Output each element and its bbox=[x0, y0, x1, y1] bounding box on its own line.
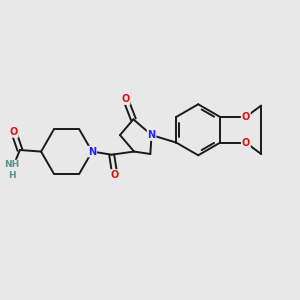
Text: NH: NH bbox=[4, 160, 20, 169]
Text: N: N bbox=[88, 147, 96, 157]
Text: H: H bbox=[8, 171, 15, 180]
Text: O: O bbox=[242, 137, 250, 148]
Text: O: O bbox=[122, 94, 130, 104]
Text: N: N bbox=[148, 130, 156, 140]
Text: O: O bbox=[111, 170, 119, 180]
Text: O: O bbox=[242, 112, 250, 122]
Text: O: O bbox=[10, 127, 18, 137]
